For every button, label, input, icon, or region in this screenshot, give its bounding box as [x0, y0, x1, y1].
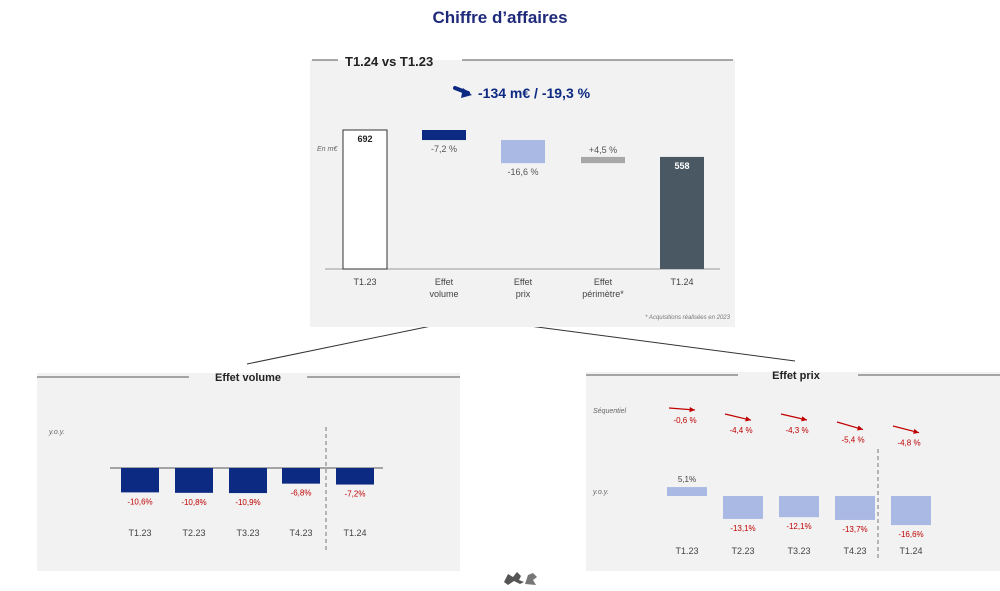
prix-bar	[835, 496, 875, 520]
sequential-value-label: -5,4 %	[841, 436, 864, 445]
sequential-value-label: -0,6 %	[673, 416, 696, 425]
main-unit-label: En m€	[317, 146, 338, 153]
volume-category-label: T1.23	[128, 528, 151, 538]
volume-value-label: -7,2%	[345, 490, 366, 499]
sequential-value-label: -4,3 %	[785, 426, 808, 435]
company-logo	[504, 572, 537, 585]
volume-bar	[121, 468, 159, 493]
prix-category-label: T1.24	[899, 546, 922, 556]
waterfall-bar	[501, 140, 545, 164]
prix-category-label: T2.23	[731, 546, 754, 556]
waterfall-category-label: T1.24	[670, 277, 693, 287]
connector-line-prix	[521, 324, 796, 362]
waterfall-category-label: périmètre*	[582, 289, 624, 299]
volume-category-label: T2.23	[182, 528, 205, 538]
volume-bar	[282, 468, 320, 484]
volume-category-label: T1.24	[343, 528, 366, 538]
prix-bar	[723, 496, 763, 519]
prix-sequential-label: Séquentiel	[593, 408, 627, 415]
main-chart-title: T1.24 vs T1.23	[345, 54, 433, 69]
sequential-arrowhead	[689, 406, 695, 413]
volume-category-label: T3.23	[236, 528, 259, 538]
volume-category-label: T4.23	[289, 528, 312, 538]
prix-panel	[586, 372, 1000, 571]
prix-value-label: -13,1%	[730, 524, 755, 533]
trend-down-arrow-icon	[453, 86, 472, 98]
volume-value-label: -10,8%	[181, 498, 206, 507]
main-headline: -134 m€ / -19,3 %	[478, 85, 591, 101]
prix-value-label: 5,1%	[678, 475, 696, 484]
prix-chart-title: Effet prix	[772, 370, 821, 382]
waterfall-value-label: 558	[674, 161, 689, 171]
prix-bar	[779, 496, 819, 518]
waterfall-value-label: -7,2 %	[431, 144, 457, 154]
prix-bar	[891, 496, 931, 526]
waterfall-category-label: prix	[516, 289, 531, 299]
waterfall-category-label: T1.23	[353, 277, 376, 287]
waterfall-category-label: Effet	[435, 277, 454, 287]
volume-value-label: -6,8%	[291, 489, 312, 498]
sequential-arrowhead	[801, 416, 807, 422]
sequential-value-label: -4,8 %	[897, 439, 920, 448]
prix-value-label: -16,6%	[898, 530, 923, 539]
sequential-value-label: -4,4 %	[729, 426, 752, 435]
volume-bar	[175, 468, 213, 493]
prix-category-label: T4.23	[843, 546, 866, 556]
prix-value-label: -12,1%	[786, 522, 811, 531]
prix-bar	[667, 487, 707, 496]
waterfall-value-label: 692	[357, 134, 372, 144]
prix-value-label: -13,7%	[842, 525, 867, 534]
waterfall-bar	[422, 130, 466, 141]
volume-bar	[336, 468, 374, 485]
volume-chart-title: Effet volume	[215, 372, 281, 384]
prix-category-label: T3.23	[787, 546, 810, 556]
main-footnote: * Acquisitions réalisées en 2023	[645, 315, 730, 321]
prix-ylabel: y.o.y.	[592, 489, 609, 496]
sequential-arrowhead	[745, 416, 751, 422]
waterfall-bar	[342, 129, 388, 270]
waterfall-category-label: volume	[429, 289, 458, 299]
prix-category-label: T1.23	[675, 546, 698, 556]
volume-value-label: -10,6%	[127, 497, 152, 506]
waterfall-category-label: Effet	[594, 277, 613, 287]
sequential-arrowhead	[913, 428, 919, 434]
connector-line-volume	[246, 324, 437, 365]
waterfall-category-label: Effet	[514, 277, 533, 287]
page-title: Chiffre d’affaires	[432, 8, 568, 27]
waterfall-value-label: -16,6 %	[507, 167, 538, 177]
waterfall-value-label: +4,5 %	[589, 145, 617, 155]
sequential-arrowhead	[857, 425, 863, 431]
volume-ylabel: y.o.y.	[48, 429, 65, 436]
waterfall-bar	[660, 156, 704, 269]
waterfall-bar	[581, 156, 625, 164]
volume-value-label: -10,9%	[235, 498, 260, 507]
volume-bar	[229, 468, 267, 494]
